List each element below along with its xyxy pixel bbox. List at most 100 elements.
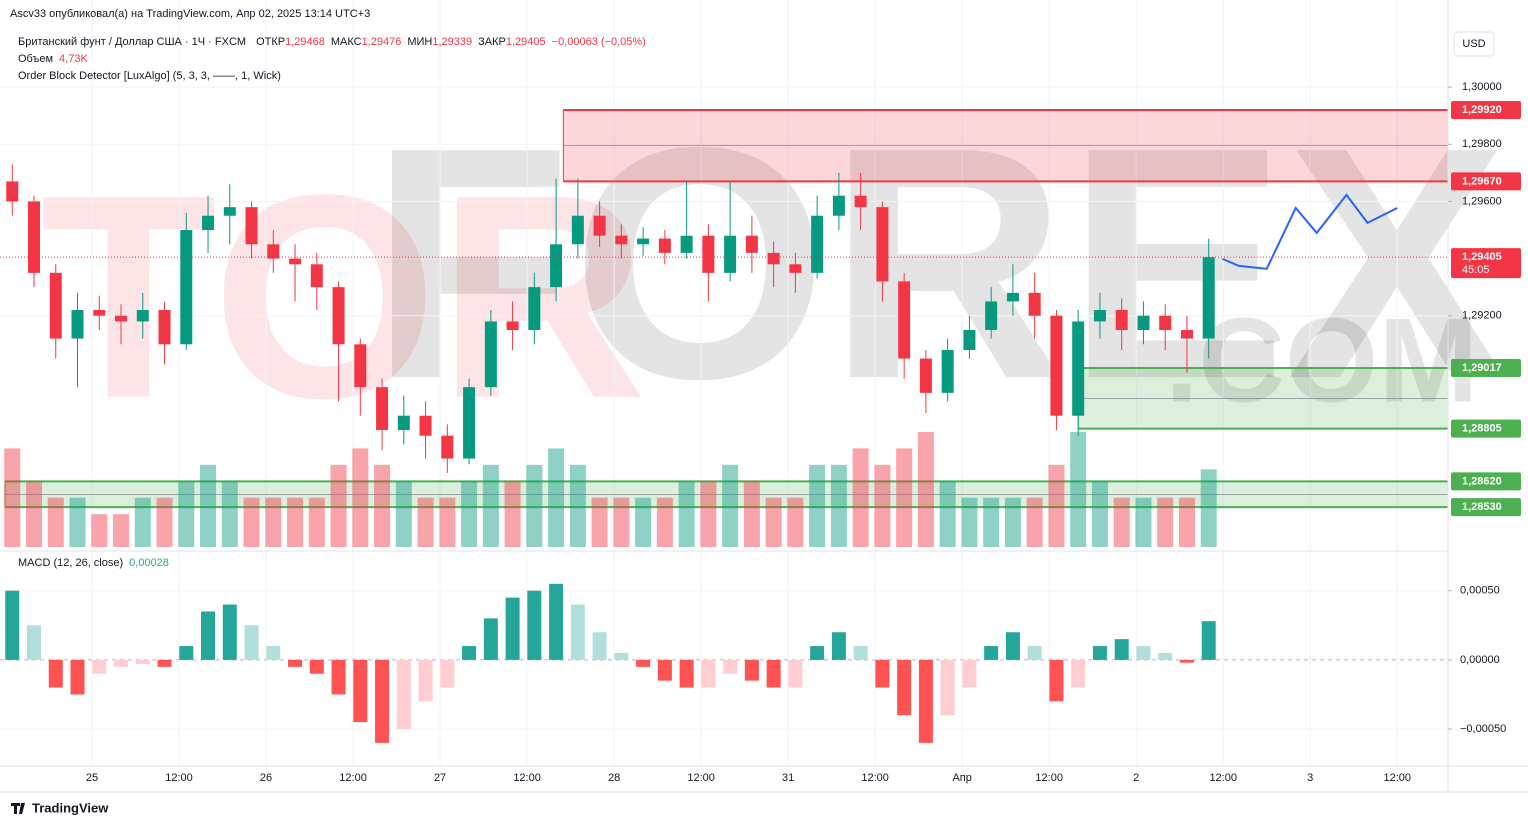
currency[interactable]: USD [1462, 38, 1485, 50]
candle-body [898, 281, 911, 359]
volume-bar [983, 497, 1000, 547]
volume-bar [939, 481, 956, 547]
candle-body [702, 235, 715, 273]
macd-value: 0,00028 [129, 557, 169, 569]
volume-bar [265, 497, 282, 547]
macd-bar [483, 618, 498, 660]
candle-body [1072, 321, 1085, 416]
volume-bar [395, 481, 412, 547]
macd-bar [918, 659, 933, 743]
volume-bar [830, 464, 847, 547]
x-tick-label: 2 [1133, 772, 1139, 784]
macd-bar [1114, 639, 1129, 660]
volume-bar [4, 448, 21, 547]
macd-bar [201, 611, 216, 660]
candle-body [1159, 315, 1172, 330]
volume-bar [787, 497, 804, 547]
candle-body [1006, 292, 1019, 302]
currency-button[interactable] [1453, 31, 1495, 57]
volume-bar [221, 481, 238, 547]
volume-bar [156, 497, 173, 547]
macd-bar [1179, 659, 1194, 663]
symbol-legend: Британский фунт / Доллар США · 1Ч · FXCM… [18, 36, 646, 48]
candle-body [397, 415, 410, 430]
publish-info: Ascv33 опубликовал(а) на TradingView.com… [10, 8, 370, 20]
footer-brand[interactable]: TradingView [32, 800, 109, 815]
ohlc-label: МИН [407, 36, 432, 48]
candle-body [832, 195, 845, 216]
macd-bar [1136, 646, 1151, 660]
macd-bar [418, 659, 433, 702]
macd-bar [135, 659, 150, 665]
candle-body [811, 215, 824, 273]
volume-bar [1135, 497, 1152, 547]
volume-bar [852, 448, 869, 547]
x-tick-label: 12:00 [1383, 772, 1411, 784]
macd-bar [440, 659, 455, 688]
price-label-box [1451, 419, 1521, 438]
volume-bar [91, 514, 108, 547]
candle-body [354, 344, 367, 388]
price-label: 1,28805 [1462, 422, 1502, 434]
macd-title: MACD (12, 26, close) [18, 557, 123, 569]
volume-bar [1113, 497, 1130, 547]
x-tick-label: 12:00 [339, 772, 367, 784]
volume-bar [134, 497, 151, 547]
volume-bar [113, 514, 130, 547]
macd-bar [375, 659, 390, 743]
volume-bar [308, 497, 325, 547]
x-tick-label: 28 [608, 772, 620, 784]
volume-bar [526, 464, 543, 547]
macd-bar [744, 659, 759, 681]
macd-bar [505, 597, 520, 660]
volume-bar [417, 497, 434, 547]
candle-body [93, 310, 106, 316]
volume-bar [548, 448, 565, 547]
candle-body [6, 181, 19, 202]
macd-bar [614, 652, 629, 660]
price-label: 1,29405 [1462, 251, 1502, 263]
candle-body [49, 272, 62, 339]
price-label-box [1451, 498, 1521, 517]
volume-bar [765, 497, 782, 547]
macd-bar [1005, 632, 1020, 660]
macd-legend: MACD (12, 26, close) 0,00028 [18, 557, 169, 569]
macd-bar [875, 659, 890, 688]
candle-body [941, 350, 954, 393]
x-tick-label: 3 [1307, 772, 1313, 784]
x-tick-label: 12:00 [861, 772, 889, 784]
x-tick-label: 12:00 [165, 772, 193, 784]
macd-bar [853, 646, 868, 660]
ohlc-label: ЗАКР [478, 36, 506, 48]
logo-icon[interactable] [11, 803, 25, 814]
macd-bar [70, 659, 85, 695]
macd-bar [92, 659, 107, 674]
volume-bar [243, 497, 260, 547]
volume-bar [591, 497, 608, 547]
macd-bar [1158, 652, 1173, 660]
macd-bar [309, 659, 324, 674]
macd-bar [810, 646, 825, 660]
volume-bar [678, 481, 695, 547]
volume-bar [613, 497, 630, 547]
volume-bar [352, 448, 369, 547]
candle-body [202, 215, 215, 230]
volume-bar [1004, 497, 1021, 547]
volume-bar [809, 464, 826, 547]
macd-bar [984, 646, 999, 660]
candle-body [28, 201, 41, 273]
macd-bar [222, 604, 237, 660]
candle-body [1180, 330, 1193, 339]
macd-bar [962, 659, 977, 688]
ohlc-value: 1,29339 [432, 36, 472, 48]
ohlc-value: 1,29405 [506, 36, 546, 48]
price-label-box [1451, 172, 1521, 191]
y-tick-label: 0,00050 [1460, 585, 1500, 597]
plot-area [0, 0, 1448, 766]
ohlc-value: 1,29476 [362, 36, 402, 48]
candle-body [767, 252, 780, 265]
y-tick-label: −0,00050 [1460, 723, 1506, 735]
macd-bar [657, 659, 672, 681]
footer-logo[interactable]: TradingView [11, 800, 109, 815]
